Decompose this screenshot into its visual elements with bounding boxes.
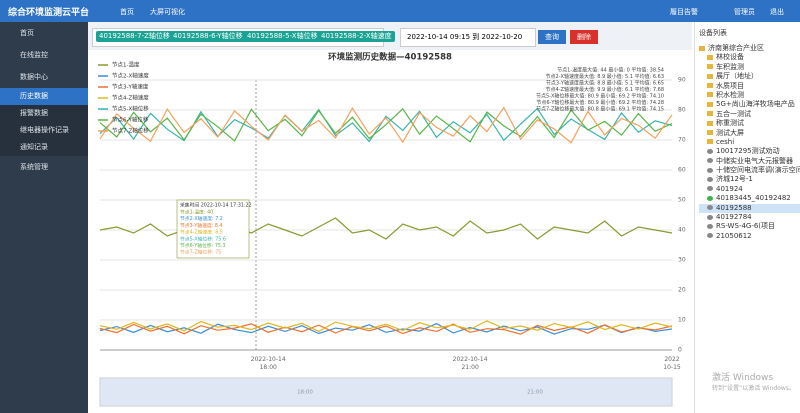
tree-icon (707, 120, 713, 126)
menu-item[interactable]: 系统管理 (20, 163, 48, 171)
tree-label: 21050612 (716, 231, 752, 240)
tree-label: 五合一测试 (716, 109, 751, 118)
nav-link[interactable]: 大屏可视化 (150, 8, 185, 16)
tree-node[interactable]: 40183445_40192482 (699, 194, 800, 203)
tree-node[interactable]: 济城12号-1 (699, 175, 800, 184)
tree-icon (707, 83, 713, 89)
delete-button[interactable]: 删除 (570, 30, 598, 44)
tree-node[interactable]: ceshi (699, 138, 800, 147)
tree-icon (707, 176, 713, 182)
tree-node[interactable]: 水质项目 (699, 82, 800, 91)
tree-icon (707, 139, 713, 145)
date-range[interactable]: 2022-10-14 09:15 到 2022-10-20 09:15 (400, 28, 536, 58)
watermark: 激活 Windows (712, 373, 774, 383)
tree-node[interactable]: 称重测试 (699, 119, 800, 128)
tree-node[interactable]: 40192784 (699, 213, 800, 222)
tree-label: 40183445_40192482 (716, 194, 791, 203)
tree-node[interactable]: 展厅（地址） (699, 72, 800, 81)
tree-label: 车积监测 (716, 62, 744, 71)
tree-icon (707, 130, 713, 136)
menu-item[interactable]: 数据中心 (20, 73, 48, 81)
tree-icon (707, 101, 713, 107)
main-panel: 2022-10-14 09:15 到 2022-10-20 09:15 查询 删… (88, 22, 692, 413)
tag[interactable]: 40192588-6-Y轴位移 (170, 31, 246, 42)
tree-label: 水质项目 (716, 81, 744, 90)
tree-label: ceshi (716, 137, 735, 146)
submenu-item[interactable]: 继电器操作记录 (0, 122, 88, 139)
chart-panel (88, 50, 692, 413)
tree-icon (707, 92, 713, 98)
submenu-item[interactable]: 历史数据 (0, 88, 88, 105)
tree-label: 积水检测 (716, 90, 744, 99)
tree-icon (707, 167, 713, 173)
top-bar: 综合环境监测云平台 首页 大屏可视化 履目告警 管理员 退出 (0, 0, 800, 22)
query-button[interactable]: 查询 (538, 30, 566, 44)
tree-label: 济南第综合产业区 (708, 44, 764, 52)
tree-label: 林校设备 (716, 53, 744, 62)
alarm-menu[interactable]: 履目告警 (670, 8, 698, 16)
tree-label: 40192588 (716, 203, 752, 212)
tree-node[interactable]: RS-WS-4G-6(项目 (699, 222, 800, 231)
tree-node[interactable]: 济南第综合产业区 (699, 44, 800, 53)
tree-label: 40192784 (716, 213, 752, 222)
tree-icon (707, 73, 713, 79)
tree-icon (707, 214, 713, 220)
tree-node[interactable]: 林校设备 (699, 53, 800, 62)
tree-icon (699, 45, 705, 51)
tree-node[interactable]: 中储实业电气大元报警器 (699, 157, 800, 166)
tree-label: 中储实业电气大元报警器 (716, 156, 793, 165)
tree-label: 401924 (716, 184, 743, 193)
user-menu[interactable]: 管理员 (734, 8, 755, 16)
tree-label: 称重测试 (716, 119, 744, 128)
tree-icon (707, 233, 713, 239)
panel-title: 设备列表 (699, 29, 727, 37)
tree-label: RS-WS-4G-6(项目 (716, 222, 776, 231)
tag[interactable]: 40192588-5-X轴位移 (244, 31, 321, 42)
tree-label: 测试大屏 (716, 128, 744, 137)
tree-node[interactable]: 十储空间电流率调(演示空间) (699, 166, 800, 175)
tree-label: 济城12号-1 (716, 175, 753, 184)
submenu-item[interactable]: 报警数据 (0, 105, 88, 122)
tree-node[interactable]: 40192588 (699, 203, 800, 214)
tree-node[interactable]: 五合一测试 (699, 110, 800, 119)
tree-icon (707, 205, 713, 211)
tree-icon (707, 186, 713, 192)
tag[interactable]: 40192588-7-Z轴位移 (96, 31, 173, 42)
nav-link[interactable]: 首页 (120, 8, 134, 16)
tree-icon (707, 158, 713, 164)
tree-node[interactable]: 10017295测试劝动 (699, 147, 800, 156)
tree-node[interactable]: 积水检测 (699, 91, 800, 100)
tree-icon (707, 148, 713, 154)
app-title: 综合环境监测云平台 (8, 8, 90, 18)
device-tree: 济南第综合产业区 林校设备 车积监测 展厅（地址） 水质项目 积水检测 5G+尚山海洋牧场电… (695, 44, 800, 241)
tag[interactable]: 40192588-2-X轴速度 (318, 31, 395, 42)
tree-node[interactable]: 401924 (699, 185, 800, 194)
watermark: 转到“设置”以激活 Windows。 (712, 385, 795, 392)
tree-icon (707, 111, 713, 117)
tree-label: 5G+尚山海洋牧场电产品 (716, 100, 795, 109)
menu-item[interactable]: 在线监控 (20, 51, 48, 59)
tree-icon (707, 54, 713, 60)
tree-label: 展厅（地址） (716, 72, 758, 81)
sidebar: 首页在线监控数据中心历史数据 报警数据 继电器操作记录 通知记录系统管理 (0, 22, 88, 413)
tree-icon (707, 64, 713, 70)
tree-icon (707, 223, 713, 229)
tree-icon (707, 195, 713, 201)
tree-label: 十储空间电流率调(演示空间) (716, 166, 800, 175)
device-panel: 设备列表 济南第综合产业区 林校设备 车积监测 展厅（地址） 水质项目 积水检测 5G+尚山… (694, 22, 800, 413)
tree-node[interactable]: 5G+尚山海洋牧场电产品 (699, 100, 800, 109)
tree-node[interactable]: 21050612 (699, 232, 800, 241)
logout[interactable]: 退出 (770, 8, 784, 16)
submenu-item[interactable]: 通知记录 (0, 139, 88, 156)
tree-node[interactable]: 测试大屏 (699, 129, 800, 138)
tree-label: 10017295测试劝动 (716, 147, 780, 156)
tree-node[interactable]: 车积监测 (699, 63, 800, 72)
menu-item[interactable]: 首页 (20, 29, 34, 37)
